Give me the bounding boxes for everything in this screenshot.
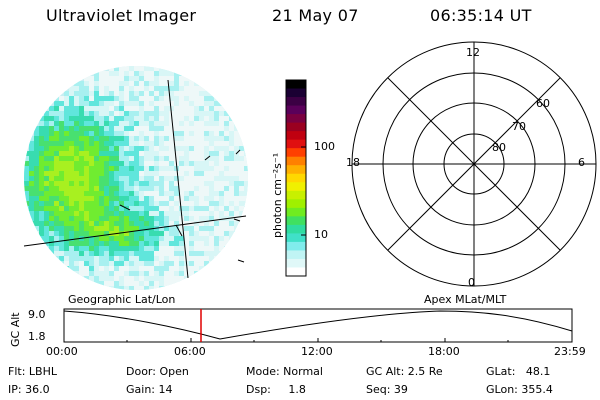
polar-mlt-grid xyxy=(351,41,597,287)
orbit-ytick-1-8: 1.8 xyxy=(28,330,46,343)
polar-lat-80: 80 xyxy=(492,141,506,154)
orbit-geographic-label: Geographic Lat/Lon xyxy=(68,293,176,306)
colorbar-tick-100: 100 xyxy=(314,140,335,153)
orbit-xtick-1800: 18:00 xyxy=(428,345,460,358)
orbit-altitude-plot xyxy=(63,308,573,343)
intensity-colorbar xyxy=(286,80,306,277)
status-glat: GLat: 48.1 xyxy=(486,365,551,378)
polar-label-12: 12 xyxy=(466,46,480,59)
orbit-ytick-9: 9.0 xyxy=(28,308,46,321)
polar-label-0: 0 xyxy=(468,276,475,289)
instrument-title: Ultraviolet Imager xyxy=(46,6,197,25)
status-gc-alt: GC Alt: 2.5 Re xyxy=(366,365,443,378)
orbit-xtick-2359: 23:59 xyxy=(554,345,586,358)
polar-lat-70: 70 xyxy=(512,120,526,133)
colorbar-tick-10: 10 xyxy=(314,228,328,241)
status-glon: GLon: 355.4 xyxy=(486,383,553,396)
status-mode: Mode: Normal xyxy=(246,365,323,378)
orbit-axis-title: GC Alt xyxy=(9,312,22,347)
polar-label-18: 18 xyxy=(346,156,360,169)
orbit-apex-label: Apex MLat/MLT xyxy=(424,293,507,306)
orbit-xtick-0000: 00:00 xyxy=(46,345,78,358)
orbit-xtick-1200: 12:00 xyxy=(301,345,333,358)
geo-parallel-line xyxy=(23,215,247,247)
status-seq: Seq: 39 xyxy=(366,383,408,396)
status-door: Door: Open xyxy=(126,365,189,378)
status-filter: Flt: LBHL xyxy=(8,365,57,378)
image-date: 21 May 07 xyxy=(272,6,359,25)
status-gain: Gain: 14 xyxy=(126,383,173,396)
geo-meridian-line xyxy=(167,79,189,279)
image-time: 06:35:14 UT xyxy=(430,6,532,25)
colorbar-unit-label: photon cm⁻²s⁻¹ xyxy=(271,152,284,238)
status-ip: IP: 36.0 xyxy=(8,383,50,396)
orbit-xtick-0600: 06:00 xyxy=(174,345,206,358)
polar-lat-60: 60 xyxy=(536,97,550,110)
polar-label-6: 6 xyxy=(578,156,585,169)
earth-disk-image xyxy=(23,66,248,290)
status-dsp: Dsp: 1.8 xyxy=(246,383,306,396)
